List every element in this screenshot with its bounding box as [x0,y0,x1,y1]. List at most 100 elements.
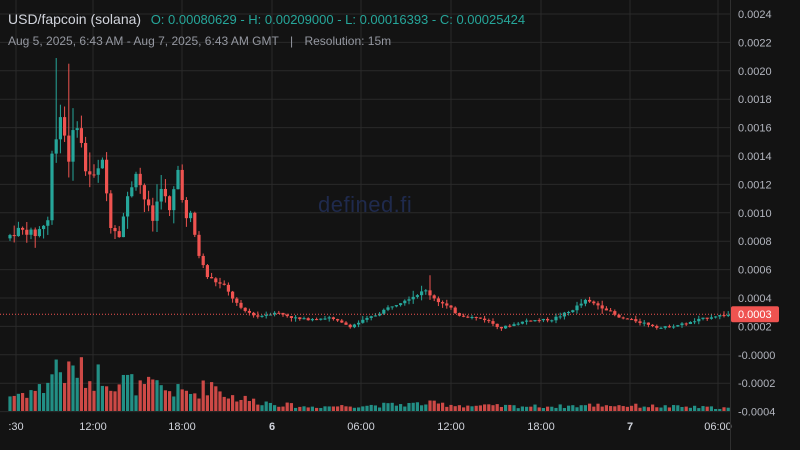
candle-body [252,312,256,316]
volume-bar [504,404,508,411]
y-tick-label: 0.0004 [738,293,772,305]
candle-body [138,173,142,186]
high-value: H: 0.00209000 [248,12,334,27]
volume-bar [126,374,130,411]
candle-body [218,282,222,284]
candle-body [462,315,466,317]
candle-body [214,278,218,283]
candle-body [205,265,209,278]
candle-body [210,277,214,279]
volume-bar [352,407,356,411]
separator: | [289,34,294,48]
candle-body [424,290,428,292]
volume-bar [663,405,667,411]
y-tick-label: -0.0002 [738,378,775,390]
candle-body [163,188,167,197]
candle-body [432,295,436,299]
candle-body [684,323,688,325]
volume-bar [298,406,302,411]
candle-body [663,326,667,328]
y-tick-label: 0.0022 [738,37,772,49]
volume-bar [357,407,361,411]
volume-bar [537,407,541,411]
volume-bar [483,404,487,411]
candle-body [92,174,96,176]
x-tick-label: 12:00 [79,421,107,433]
volume-bar [189,393,193,411]
candle-body [226,284,230,292]
candle-body [126,196,130,217]
candle-body [722,315,726,317]
volume-bar [29,390,33,411]
candle-body [268,314,272,316]
candle-body [693,321,697,323]
chart-subtitle: Aug 5, 2025, 6:43 AM - Aug 7, 2025, 6:43… [8,34,391,48]
volume-bar [100,385,104,411]
candle-body [71,130,75,162]
candle-body [394,305,398,307]
volume-bar [373,405,377,411]
volume-bar [210,382,214,411]
x-tick-label: :30 [8,421,23,433]
candle-body [302,318,306,320]
candle-body [331,317,335,320]
candle-body [478,317,482,319]
volume-bar [214,386,218,411]
volume-bar [701,406,705,411]
volume-bar [369,404,373,411]
candle-body [718,315,722,317]
volume-bar [88,381,92,411]
candle-body [197,234,201,256]
candle-body [155,201,159,221]
candle-body [470,316,474,318]
volume-bar [42,392,46,411]
volume-bar [436,403,440,411]
volume-bar [621,406,625,411]
candle-body [672,326,676,328]
volume-bar [58,372,62,411]
last-price-badge [731,306,779,323]
volume-bar [609,406,613,411]
volume-bar [63,383,67,411]
volume-bar [121,374,125,411]
volume-bar [105,386,109,411]
volume-bar [453,406,457,411]
candle-body [592,301,596,304]
candle-body [373,315,377,317]
volume-bar [583,405,587,411]
candle-body [588,299,592,302]
volume-bar [201,380,205,411]
volume-bar [541,407,545,411]
candle-body [54,139,58,154]
volume-bar [596,403,600,411]
candle-body [88,171,92,175]
candle-body [29,229,33,235]
volume-bar [33,390,37,411]
volume-bar [567,405,571,411]
candle-body [222,283,226,285]
volume-bar [415,402,419,411]
volume-bar [667,407,671,411]
candle-body [550,320,554,322]
volume-bar [462,407,466,411]
candle-body [583,299,587,304]
candle-body [709,317,713,319]
candle-body [46,220,50,226]
volume-bar [294,407,298,411]
volume-bar [726,407,730,411]
volume-bar [420,405,424,411]
volume-bar [445,406,449,411]
volume-bar [714,408,718,411]
candle-body [260,315,264,317]
candle-body [16,227,20,237]
volume-bar [319,407,323,411]
last-price-label: 0.0003 [738,309,772,321]
volume-bar [449,404,453,411]
volume-bar [155,380,159,411]
volume-bar [147,376,151,411]
volume-bar [348,406,352,411]
candle-body [105,159,109,194]
volume-bar [457,405,461,411]
candle-body [33,229,37,237]
